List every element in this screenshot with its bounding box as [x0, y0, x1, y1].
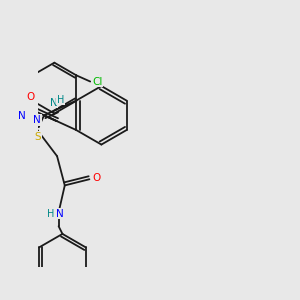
Text: N: N [33, 115, 41, 125]
Text: N: N [50, 98, 58, 108]
Text: N: N [18, 111, 26, 121]
Text: O: O [26, 92, 35, 102]
Text: N: N [56, 209, 63, 219]
Text: Cl: Cl [92, 76, 102, 86]
Text: S: S [34, 132, 41, 142]
Text: O: O [92, 173, 100, 183]
Text: H: H [57, 94, 64, 104]
Text: H: H [47, 209, 55, 219]
